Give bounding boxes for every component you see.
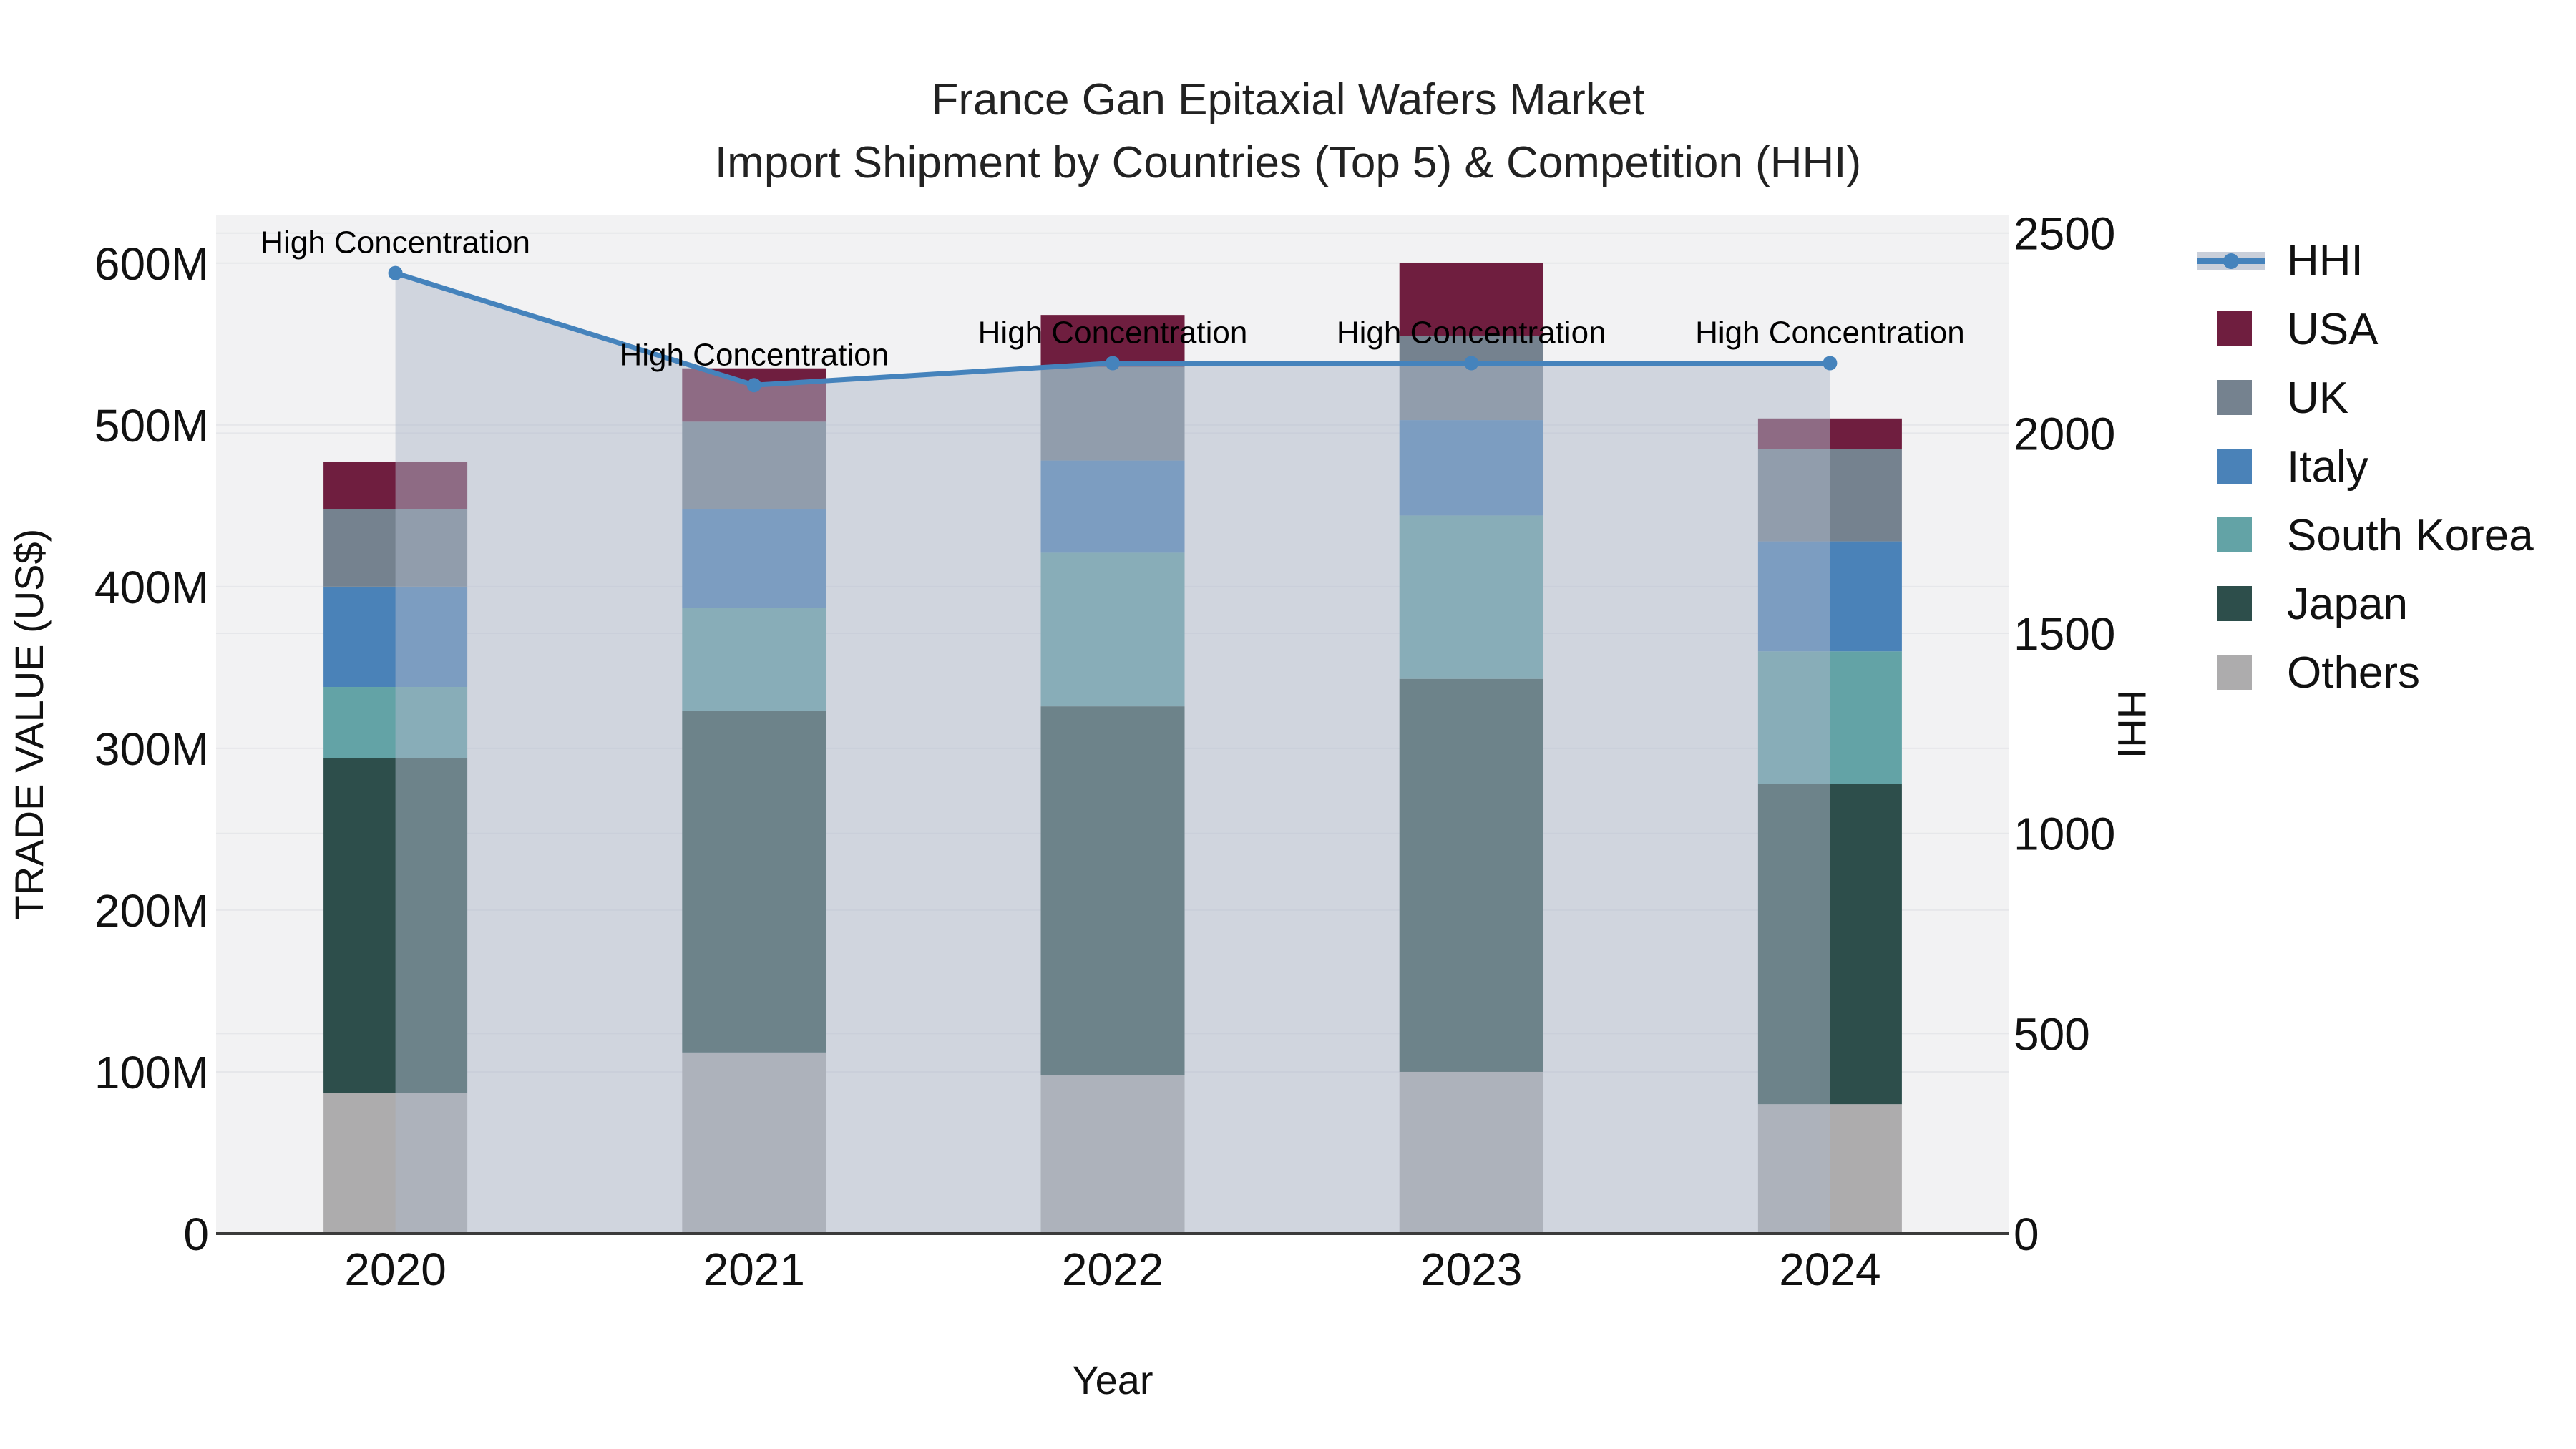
y-left-tick-400M: 400M [94, 562, 209, 613]
color-swatch-usa [2217, 311, 2252, 346]
annotation-2022: High Concentration [978, 316, 1248, 351]
y-left-tick-300M: 300M [94, 723, 209, 775]
legend-item-hhi[interactable]: HHI [2197, 226, 2534, 295]
color-swatch-others [2217, 655, 2252, 690]
bar-segment-2023-usa[interactable] [1399, 263, 1543, 336]
legend-swatch-icon [2197, 295, 2277, 364]
legend-swatch-icon [2197, 364, 2277, 432]
y-right-tick-500: 500 [2014, 1008, 2090, 1060]
legend-label: Italy [2287, 441, 2368, 492]
hhi-marker-2023[interactable] [1464, 356, 1479, 371]
legend-swatch-icon [2197, 638, 2277, 707]
legend-label: Japan [2287, 579, 2408, 629]
legend-item-italy[interactable]: Italy [2197, 432, 2534, 501]
annotation-2024: High Concentration [1695, 316, 1965, 351]
legend-item-japan[interactable]: Japan [2197, 570, 2534, 638]
color-swatch-italy [2217, 449, 2252, 484]
y-left-tick-0: 0 [183, 1209, 209, 1260]
y-right-tick-2000: 2000 [2014, 408, 2115, 459]
y-right-tick-1000: 1000 [2014, 809, 2115, 860]
hhi-marker-2020[interactable] [388, 265, 403, 280]
chart-title-line2: Import Shipment by Countries (Top 5) & C… [714, 138, 1862, 187]
color-swatch-south-korea [2217, 517, 2252, 552]
hhi-marker-2022[interactable] [1106, 356, 1120, 371]
annotation-2023: High Concentration [1337, 316, 1606, 351]
legend-label: HHI [2287, 235, 2363, 286]
chart-legend: HHI USA UK Italy South Korea Japan Others [2197, 226, 2534, 707]
y-right-tick-0: 0 [2014, 1209, 2039, 1260]
x-tick-label-2024: 2024 [1779, 1244, 1880, 1295]
legend-label: Others [2287, 648, 2421, 698]
annotation-2020: High Concentration [260, 225, 530, 260]
y-right-tick-1500: 1500 [2014, 608, 2115, 660]
x-tick-label-2021: 2021 [703, 1244, 805, 1295]
legend-item-south-korea[interactable]: South Korea [2197, 501, 2534, 570]
legend-swatch-icon [2197, 501, 2277, 570]
y-left-axis-title: TRADE VALUE (US$) [6, 529, 52, 920]
legend-item-others[interactable]: Others [2197, 638, 2534, 707]
chart-title: France Gan Epitaxial Wafers Market Impor… [0, 69, 2576, 195]
hhi-marker-icon [2223, 253, 2239, 269]
legend-swatch-icon [2197, 432, 2277, 501]
legend-item-usa[interactable]: USA [2197, 295, 2534, 364]
hhi-marker-2024[interactable] [1823, 356, 1838, 371]
y-right-axis-title: HHI [2109, 690, 2155, 758]
y-left-tick-100M: 100M [94, 1047, 209, 1098]
y-left-tick-600M: 600M [94, 238, 209, 290]
x-tick-label-2022: 2022 [1062, 1244, 1163, 1295]
x-axis-title: Year [1072, 1357, 1153, 1402]
hhi-marker-2021[interactable] [746, 378, 761, 393]
chart-title-line1: France Gan Epitaxial Wafers Market [931, 75, 1645, 125]
hhi-line-sample-icon [2197, 226, 2277, 295]
x-tick-label-2023: 2023 [1420, 1244, 1522, 1295]
y-left-tick-500M: 500M [94, 400, 209, 452]
y-right-tick-2500: 2500 [2014, 208, 2115, 260]
legend-label: South Korea [2287, 510, 2534, 560]
annotation-2021: High Concentration [619, 337, 889, 372]
y-left-tick-200M: 200M [94, 885, 209, 937]
legend-item-uk[interactable]: UK [2197, 364, 2534, 432]
legend-label: USA [2287, 304, 2379, 354]
x-tick-label-2020: 2020 [344, 1244, 446, 1295]
color-swatch-japan [2217, 586, 2252, 621]
hhi-area-fill [395, 273, 1830, 1234]
legend-label: UK [2287, 373, 2349, 423]
legend-swatch-icon [2197, 570, 2277, 638]
color-swatch-uk [2217, 380, 2252, 415]
